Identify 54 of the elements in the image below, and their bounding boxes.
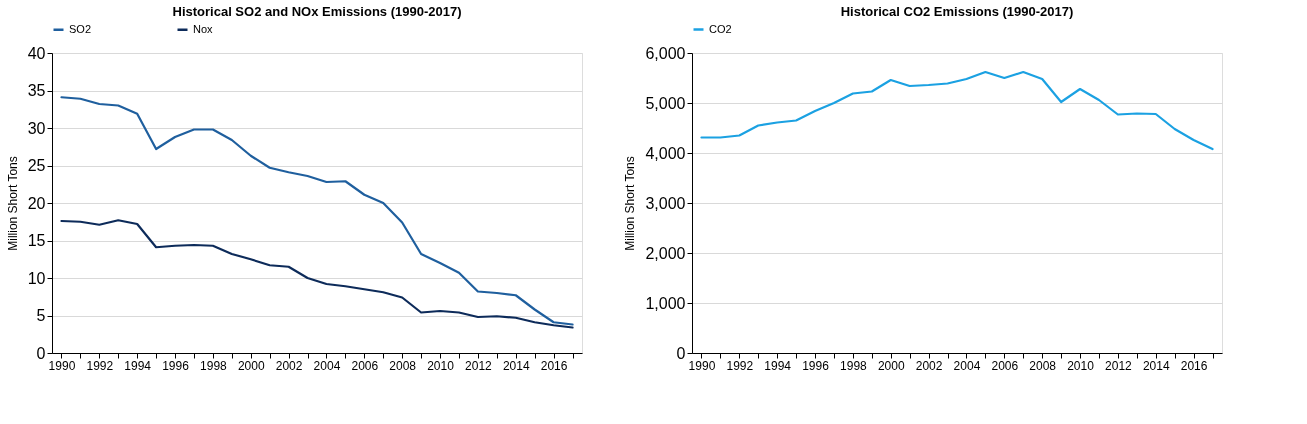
y-tick-label: 20 (27, 194, 46, 212)
x-tick-label: 2002 (915, 358, 943, 373)
x-tick-label: 1990 (688, 358, 716, 373)
x-tick-label: 1996 (802, 358, 830, 373)
line-series (700, 70, 1214, 151)
y-tick-label: 5 (36, 307, 46, 324)
y-tick-label: 0 (36, 344, 46, 362)
x-tick-label: 2016 (540, 358, 568, 373)
y-tick-label: 35 (27, 82, 46, 99)
x-tick-label: 2014 (502, 358, 530, 373)
legend-label: CO2 (709, 22, 732, 35)
line-series (60, 96, 574, 326)
x-tick-label: 2014 (1142, 358, 1170, 373)
y-tick-label: 15 (27, 232, 46, 249)
y-tick-label: 10 (27, 269, 46, 287)
x-tick-label: 1994 (764, 358, 792, 373)
y-tick-label: 30 (27, 119, 46, 137)
y-tick-label: 4,000 (645, 144, 686, 162)
chart-title: Historical CO2 Emissions (1990-2017) (840, 4, 1074, 19)
x-tick-label: 2006 (351, 358, 379, 373)
y-axis-title: Million Short Tons (623, 156, 638, 251)
y-tick-label: 1,000 (645, 294, 686, 312)
x-tick-label: 2008 (1029, 358, 1057, 373)
y-tick-label: 3,000 (645, 194, 686, 212)
x-tick-label: 2016 (1180, 358, 1208, 373)
x-tick-label: 2008 (389, 358, 417, 373)
x-tick-label: 1994 (124, 358, 152, 373)
y-tick-label: 2,000 (645, 244, 686, 262)
x-tick-label: 2002 (275, 358, 303, 373)
y-tick-label: 0 (676, 344, 686, 362)
x-tick-label: 1992 (726, 358, 754, 373)
x-tick-label: 2000 (237, 358, 265, 373)
y-tick-label: 5,000 (645, 94, 686, 112)
x-tick-label: 2004 (313, 358, 341, 373)
x-tick-label: 1992 (86, 358, 114, 373)
x-tick-label: 1996 (162, 358, 190, 373)
legend-label: SO2 (69, 22, 92, 35)
x-tick-label: 2012 (1105, 358, 1133, 373)
x-tick-label: 2004 (953, 358, 981, 373)
x-tick-label: 1998 (840, 358, 868, 373)
x-tick-label: 2006 (991, 358, 1019, 373)
legend-label: Nox (193, 22, 214, 35)
x-tick-label: 1990 (48, 358, 76, 373)
x-tick-label: 2010 (1067, 358, 1095, 373)
x-tick-label: 2010 (427, 358, 455, 373)
x-tick-label: 2012 (465, 358, 493, 373)
y-axis-title: Million Short Tons (5, 156, 20, 251)
y-tick-label: 40 (27, 44, 46, 62)
y-tick-label: 6,000 (645, 44, 686, 62)
y-tick-label: 25 (27, 157, 46, 174)
line-series (60, 219, 574, 329)
x-tick-label: 1998 (200, 358, 228, 373)
x-tick-label: 2000 (877, 358, 905, 373)
chart-title: Historical SO2 and NOx Emissions (1990-2017) (172, 4, 462, 19)
